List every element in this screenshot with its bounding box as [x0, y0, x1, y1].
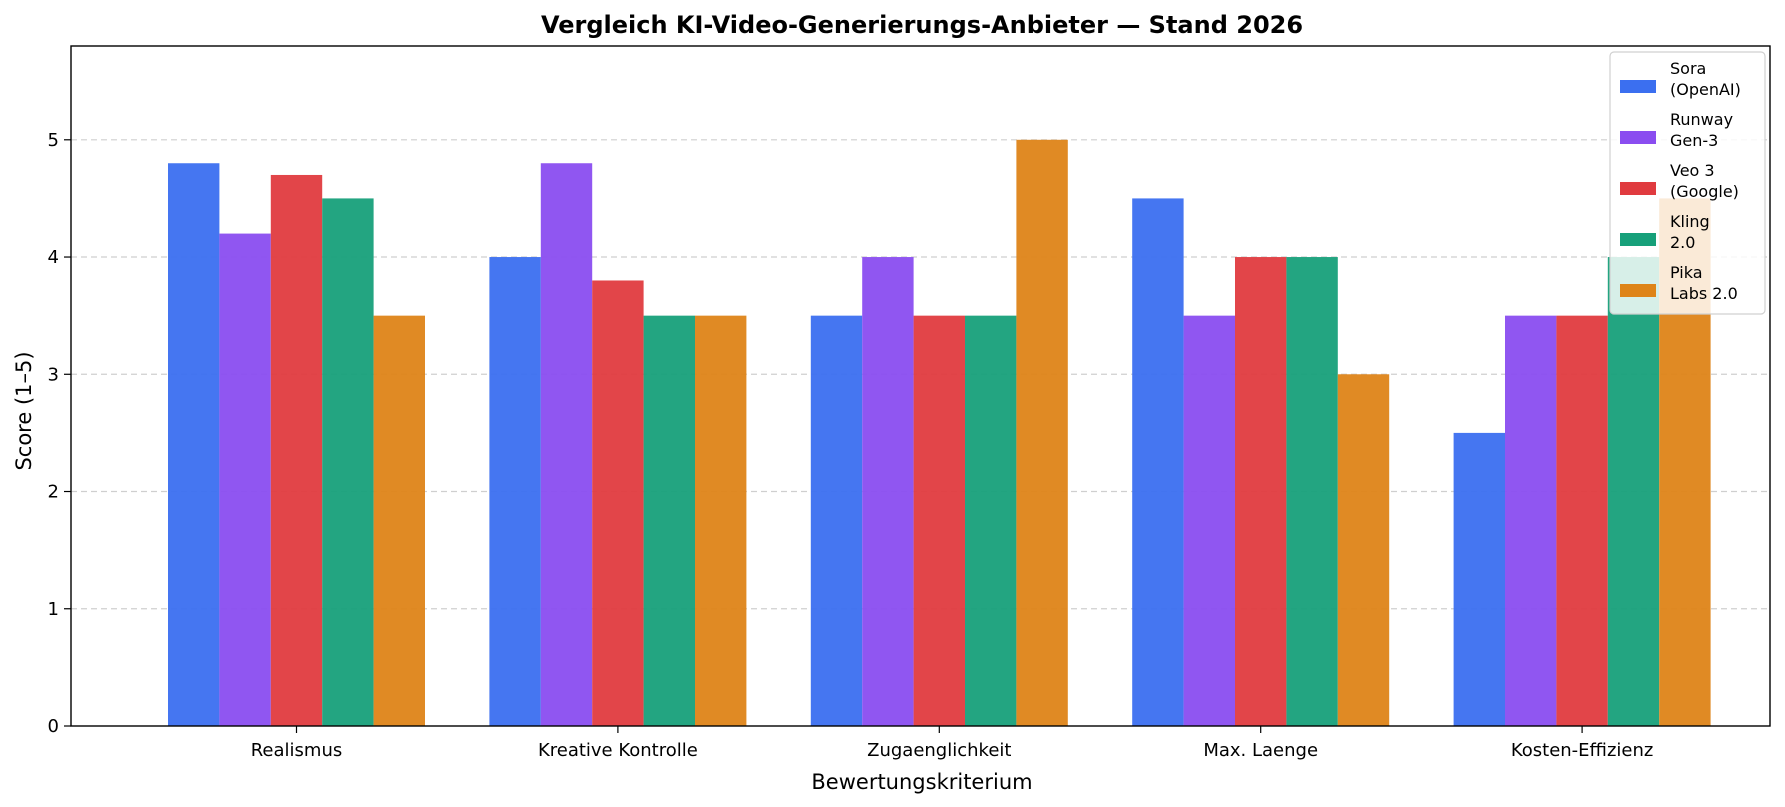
legend-label-0: Sora (OpenAI) — [1670, 59, 1741, 99]
legend-label-line: (OpenAI) — [1670, 80, 1741, 99]
y-tick-label-4: 4 — [48, 247, 59, 268]
legend-box — [1609, 51, 1766, 315]
x-tick-label-4: Kosten-Effizienz — [1511, 740, 1654, 761]
x-tick-label-3: Max. Laenge — [1203, 740, 1318, 761]
bar-2-2 — [913, 315, 965, 726]
bar-3-0 — [322, 198, 374, 726]
legend-label-line: 2.0 — [1670, 233, 1695, 252]
chart-title: Vergleich KI-Video-Generierungs-Anbieter… — [541, 11, 1303, 39]
legend-label-line: Veo 3 — [1670, 161, 1715, 180]
bar-2-1 — [592, 280, 644, 726]
legend-label-4: Pika Labs 2.0 — [1670, 263, 1738, 303]
bar-1-2 — [862, 257, 914, 726]
bar-1-3 — [1183, 315, 1235, 726]
bar-3-2 — [965, 315, 1017, 726]
bar-2-0 — [270, 174, 323, 726]
legend-swatch-0 — [1620, 80, 1656, 93]
bar-0-3 — [1132, 198, 1184, 726]
bars-layer — [168, 139, 1711, 727]
legend-swatch-3 — [1620, 233, 1656, 246]
bar-1-0 — [219, 233, 271, 726]
legend-label-line: Kling — [1670, 212, 1710, 231]
y-tick-label-5: 5 — [48, 130, 59, 151]
bar-0-1 — [489, 257, 541, 726]
bar-4-2 — [1016, 139, 1068, 727]
legend-swatch-2 — [1620, 182, 1656, 195]
legend-label-line: (Google) — [1670, 182, 1739, 201]
x-axis-label: Bewertungskriterium — [811, 770, 1032, 794]
y-tick-label-3: 3 — [48, 364, 59, 385]
axes-layer: 0 1 2 3 4 5 Realismus Kreative Kontrolle Zugaeng… — [48, 45, 1771, 761]
x-tick-label-1: Kreative Kontrolle — [538, 740, 698, 761]
bar-3-1 — [643, 315, 695, 726]
legend-label-line: Gen-3 — [1670, 131, 1718, 150]
bar-0-4 — [1453, 432, 1505, 726]
bar-4-3 — [1337, 374, 1390, 726]
bar-0-0 — [168, 163, 220, 726]
bar-3-3 — [1286, 257, 1338, 726]
plot-frame — [70, 45, 1771, 727]
x-tick-label-0: Realismus — [251, 740, 343, 761]
x-tick-label-2: Zugaenglichkeit — [867, 740, 1011, 761]
y-tick-label-2: 2 — [48, 482, 59, 503]
legend-label-2: Veo 3 (Google) — [1670, 161, 1739, 201]
legend-label-line: Sora — [1670, 59, 1706, 78]
legend-label-1: Runway Gen-3 — [1670, 110, 1733, 150]
y-axis-label: Score (1–5) — [12, 351, 36, 470]
y-tick-label-0: 0 — [48, 716, 59, 737]
bar-2-3 — [1235, 257, 1287, 726]
bar-2-4 — [1556, 315, 1608, 726]
legend-swatch-1 — [1620, 131, 1656, 144]
legend-swatch-4 — [1620, 284, 1656, 297]
legend-label-3: Kling 2.0 — [1670, 212, 1710, 252]
bar-1-4 — [1505, 315, 1557, 726]
legend: Sora (OpenAI) Runway Gen-3 Veo 3 (Google) Klin… — [1609, 51, 1766, 315]
bar-4-0 — [373, 315, 425, 726]
y-tick-label-1: 1 — [48, 599, 59, 620]
legend-label-line: Runway — [1670, 110, 1733, 129]
bar-0-2 — [810, 315, 863, 726]
bar-1-1 — [540, 163, 593, 726]
legend-label-line: Pika — [1670, 263, 1703, 282]
bar-4-1 — [695, 315, 747, 726]
legend-label-line: Labs 2.0 — [1670, 284, 1738, 303]
bar-3-4 — [1607, 257, 1660, 726]
